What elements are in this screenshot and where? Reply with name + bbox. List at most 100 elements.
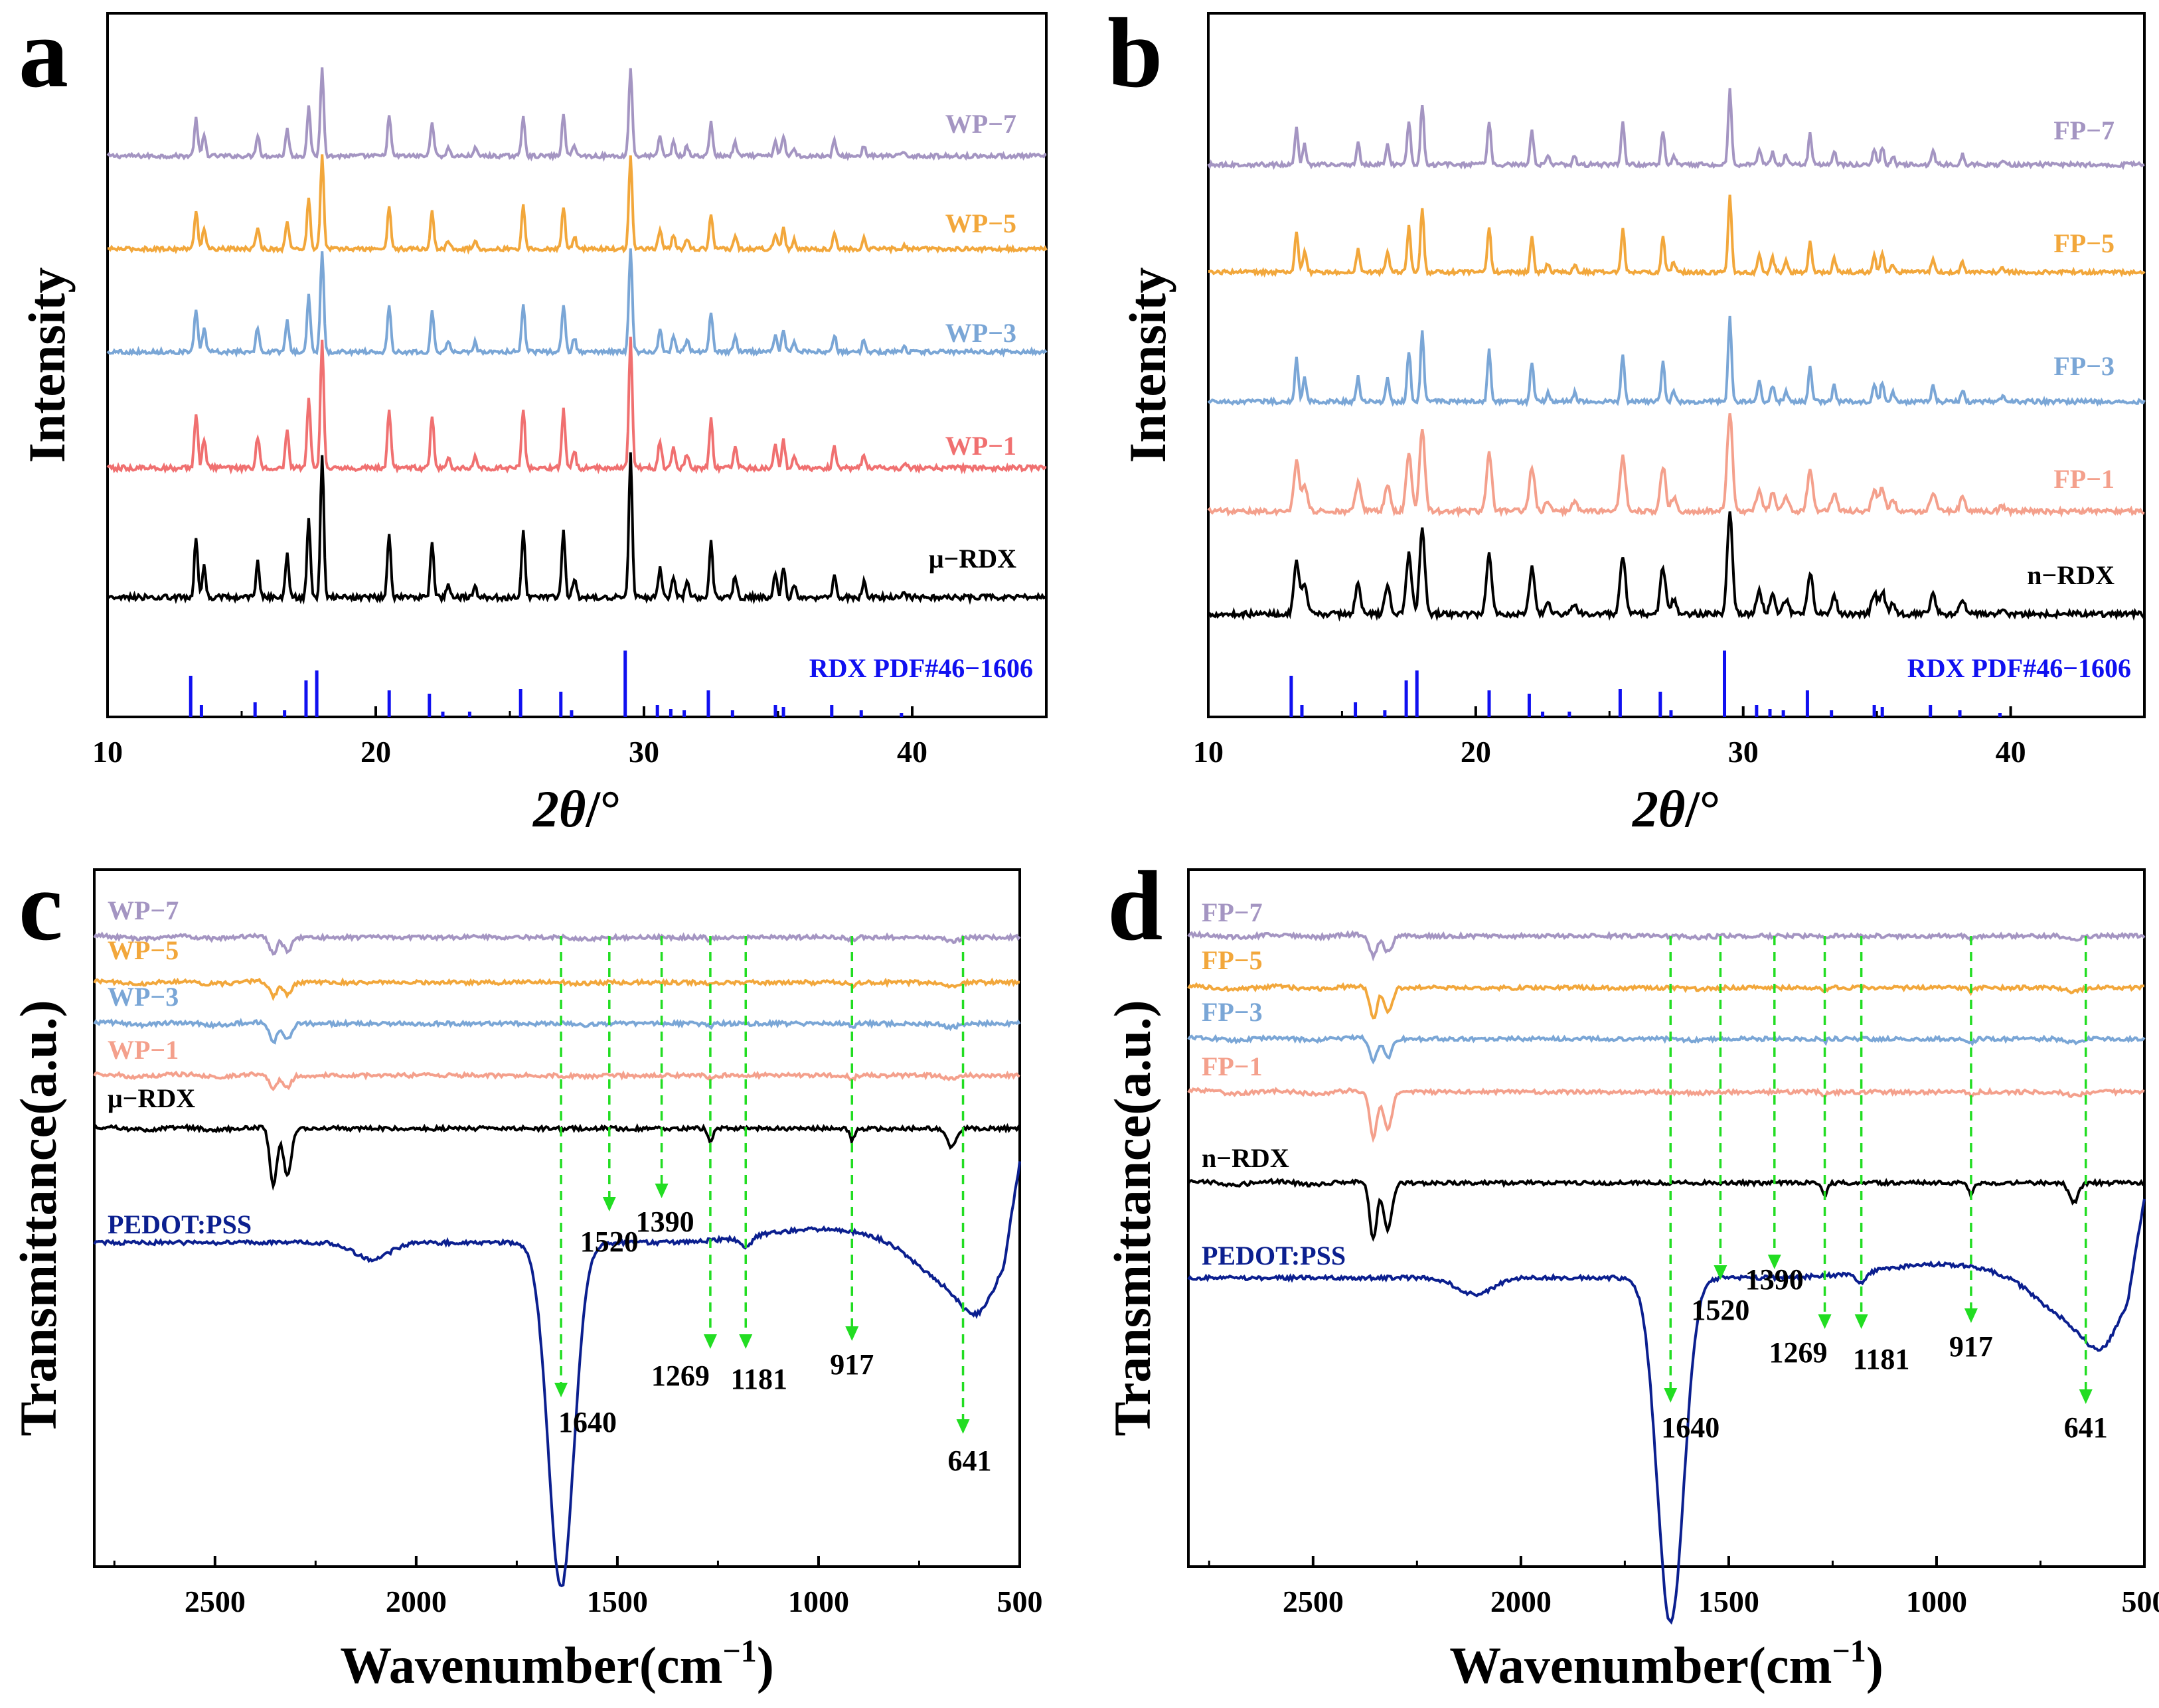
x-tick-label: 1500 bbox=[1698, 1585, 1759, 1618]
series-label: n−RDX bbox=[2027, 560, 2115, 590]
series-label: FP−1 bbox=[2053, 464, 2115, 494]
series-line-WP−3 bbox=[106, 248, 1048, 358]
series-line-WP−3 bbox=[93, 1018, 1021, 1045]
x-axis-title-main: Wavenumber(cm bbox=[1449, 1636, 1832, 1694]
series-label: WP−7 bbox=[108, 895, 179, 925]
series-label: WP−3 bbox=[108, 982, 179, 1012]
panel-letter: a bbox=[19, 0, 68, 108]
x-axis-title: Wavenumber(cm−1) bbox=[340, 1634, 774, 1694]
series-label: μ−RDX bbox=[929, 544, 1016, 574]
series-line-PEDOT:PSS bbox=[93, 1161, 1021, 1588]
series-line-WP−1 bbox=[93, 1070, 1020, 1091]
peak-label: 1390 bbox=[1745, 1263, 1804, 1296]
x-axis-title-theta: θ bbox=[559, 780, 586, 838]
panel-letter: b bbox=[1107, 0, 1162, 108]
reference-label: RDX PDF#46−1606 bbox=[809, 653, 1033, 683]
peak-label: 1640 bbox=[1661, 1411, 1719, 1444]
peak-marker-arrow bbox=[655, 1184, 669, 1198]
x-tick-label: 20 bbox=[1461, 735, 1491, 769]
x-tick-label: 1000 bbox=[1906, 1585, 1967, 1618]
peak-marker-arrow bbox=[2079, 1389, 2093, 1404]
y-axis-title: Transmittance(a.u.) bbox=[1103, 1000, 1161, 1436]
x-tick-label: 10 bbox=[92, 735, 123, 769]
peak-label: 1520 bbox=[1691, 1294, 1749, 1326]
peak-label: 1269 bbox=[651, 1359, 710, 1392]
x-axis-title-main: Wavenumber(cm bbox=[340, 1636, 722, 1694]
peak-marker-arrow bbox=[956, 1419, 970, 1434]
x-axis-title-close: ) bbox=[757, 1636, 774, 1694]
series-line-μ−RDX bbox=[107, 452, 1048, 605]
series-line-WP−7 bbox=[93, 931, 1021, 956]
peak-label: 641 bbox=[948, 1444, 992, 1477]
panel-letter: c bbox=[19, 851, 63, 961]
series-line-WP−5 bbox=[107, 154, 1048, 255]
peak-label: 1520 bbox=[580, 1225, 639, 1258]
x-tick-label: 2500 bbox=[185, 1585, 246, 1618]
series-label: FP−5 bbox=[2053, 228, 2115, 258]
series-label: FP−7 bbox=[2053, 116, 2115, 145]
y-axis-title: Transmittance(a.u.) bbox=[9, 1000, 67, 1436]
peak-label: 1640 bbox=[558, 1406, 617, 1438]
panel-d: d 2500 2000 1500 1000 500 Transmittance(a.u.) W… bbox=[1103, 851, 2159, 1694]
x-tick-label: 30 bbox=[629, 735, 659, 769]
series-label: FP−1 bbox=[1202, 1051, 1263, 1081]
series-label: PEDOT:PSS bbox=[108, 1209, 252, 1239]
series-line-FP−3 bbox=[1207, 315, 2146, 408]
series-label: WP−1 bbox=[945, 431, 1016, 461]
peak-label: 917 bbox=[830, 1348, 874, 1381]
x-tick-label: 2000 bbox=[1490, 1585, 1552, 1618]
series-label: WP−5 bbox=[945, 208, 1016, 238]
peak-label: 1181 bbox=[730, 1363, 787, 1395]
x-tick-label: 1000 bbox=[788, 1585, 849, 1618]
x-tick-label: 2000 bbox=[386, 1585, 447, 1618]
series-label: μ−RDX bbox=[108, 1083, 195, 1113]
x-tick-label: 2500 bbox=[1283, 1585, 1344, 1618]
peak-marker-arrow bbox=[1964, 1308, 1978, 1323]
series-line-n−RDX bbox=[1187, 1178, 2146, 1242]
series-line-WP−1 bbox=[106, 337, 1047, 475]
x-tick-label: 40 bbox=[1996, 735, 2026, 769]
series-label: FP−5 bbox=[1202, 945, 1263, 975]
x-tick-label: 40 bbox=[897, 735, 927, 769]
series-line-WP−5 bbox=[93, 977, 1020, 1002]
peak-marker-arrow bbox=[1818, 1314, 1832, 1329]
series-label: PEDOT:PSS bbox=[1202, 1241, 1346, 1271]
panel-letter: d bbox=[1107, 851, 1162, 961]
x-tick-label: 20 bbox=[360, 735, 391, 769]
x-tick-label: 500 bbox=[2122, 1585, 2159, 1618]
x-axis-title-number: 2 bbox=[532, 780, 559, 838]
peak-marker-arrow bbox=[739, 1334, 753, 1349]
series-line-n−RDX bbox=[1208, 511, 2146, 622]
series-line-μ−RDX bbox=[93, 1123, 1021, 1192]
x-axis-title-number: 2 bbox=[1632, 780, 1658, 838]
series-line-FP−7 bbox=[1187, 929, 2146, 962]
series-line-FP−3 bbox=[1187, 1034, 2146, 1065]
series-line-FP−1 bbox=[1207, 413, 2145, 518]
peak-marker-arrow bbox=[703, 1334, 717, 1349]
series-label: FP−7 bbox=[1202, 897, 1263, 927]
x-tick-label: 30 bbox=[1728, 735, 1759, 769]
x-axis-title: Wavenumber(cm−1) bbox=[1449, 1634, 1883, 1694]
plot-frame bbox=[1187, 868, 2146, 1568]
series-label: n−RDX bbox=[1202, 1143, 1289, 1173]
series-label: WP−7 bbox=[945, 109, 1016, 139]
peak-label: 641 bbox=[2064, 1411, 2108, 1444]
x-axis-title-close: ) bbox=[1866, 1636, 1883, 1694]
x-axis-title-theta: θ bbox=[1658, 780, 1686, 838]
series-label: WP−3 bbox=[945, 318, 1016, 348]
x-tick-label: 500 bbox=[997, 1585, 1043, 1618]
reference-label: RDX PDF#46−1606 bbox=[1907, 653, 2131, 683]
x-axis-title-sup: −1 bbox=[722, 1634, 756, 1669]
series-line-FP−5 bbox=[1208, 194, 2146, 278]
x-axis-title-sup: −1 bbox=[1832, 1634, 1866, 1669]
peak-label: 1181 bbox=[1853, 1343, 1910, 1375]
x-axis-title: 2θ/° bbox=[1632, 780, 1720, 838]
peak-label: 1269 bbox=[1769, 1336, 1828, 1369]
panel-c: c 2500 2000 1500 1000 500 Transmittance(a.u.) W… bbox=[9, 851, 1043, 1694]
peak-marker-arrow bbox=[1714, 1265, 1727, 1280]
x-axis-title-unit: /° bbox=[585, 780, 621, 838]
x-tick-label: 1500 bbox=[587, 1585, 648, 1618]
peak-marker-arrow bbox=[1664, 1388, 1678, 1403]
panel-a: a 10 20 30 40 Intensity 2θ/° WP−7 WP−5 WP−3 WP−1 μ−… bbox=[18, 0, 1048, 838]
